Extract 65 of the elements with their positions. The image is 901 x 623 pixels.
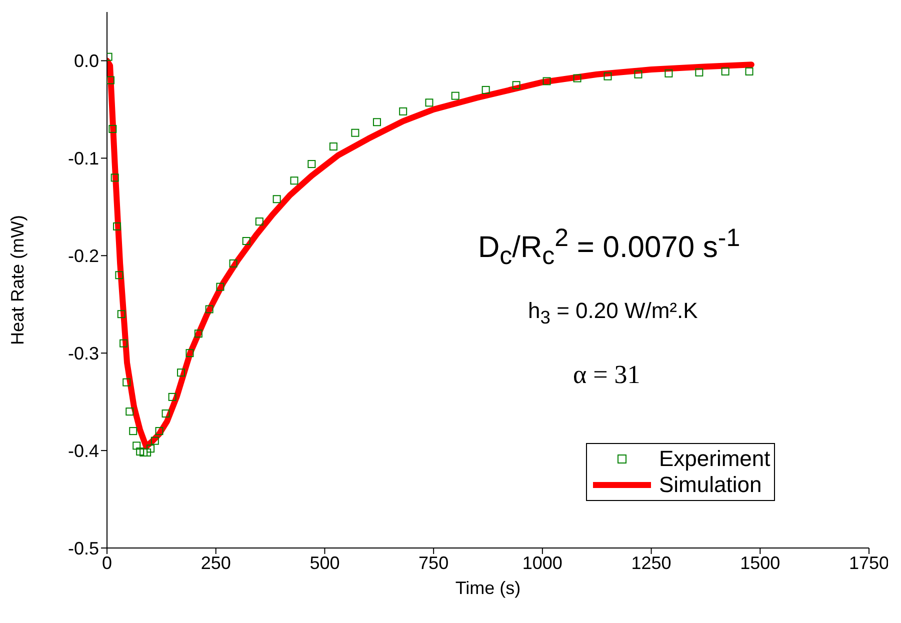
- point: [155, 427, 164, 436]
- point: [205, 305, 214, 314]
- legend-label: Experiment: [659, 446, 770, 472]
- annotation: D$_{c}$/R$_{c}$$^{2}$ = 0.0070 s$^{-1}$: [478, 224, 740, 271]
- point: [512, 81, 520, 90]
- point: [482, 86, 490, 94]
- x-tick-label: 1250: [631, 552, 672, 573]
- point: [113, 222, 122, 230]
- y-tick-label: -0.4: [68, 440, 99, 461]
- point: [242, 237, 250, 246]
- point: [122, 378, 131, 386]
- x-tick-label: 250: [200, 552, 231, 573]
- point: [351, 128, 360, 137]
- x-tick-label: 750: [418, 552, 449, 573]
- point: [129, 427, 138, 436]
- legend-label: Simulation: [659, 472, 762, 498]
- annotation: h$_{3}$ = 0.20 W/m².K: [528, 298, 698, 328]
- y-tick-label: -0.2: [68, 246, 99, 266]
- point: [634, 70, 642, 78]
- point: [168, 392, 176, 401]
- point: [177, 368, 186, 377]
- point: [194, 330, 202, 338]
- point: [110, 174, 119, 182]
- point: [745, 67, 754, 76]
- point: [132, 442, 141, 450]
- x-tick-label: 1500: [740, 552, 780, 573]
- annotation: α = 31: [573, 360, 640, 390]
- point: [308, 160, 316, 168]
- point: [695, 68, 704, 76]
- point: [451, 92, 460, 100]
- x-tick-label: 1000: [522, 552, 562, 573]
- point: [108, 124, 117, 133]
- point: [186, 349, 194, 358]
- point: [120, 339, 128, 348]
- point: [162, 410, 170, 418]
- point: [126, 408, 134, 416]
- point: [290, 176, 298, 185]
- point: [721, 67, 730, 76]
- point: [573, 74, 582, 82]
- point: [604, 72, 612, 80]
- y-axis-title: Heat Rate (mW): [7, 214, 28, 346]
- y-tick-label: 0.0: [74, 51, 99, 72]
- x-axis-title: Time (s): [455, 578, 521, 598]
- x-tick-label: 500: [310, 552, 340, 573]
- point: [115, 271, 124, 280]
- point: [229, 259, 238, 268]
- point: [272, 195, 281, 204]
- point: [664, 69, 673, 78]
- y-tick-label: -0.5: [68, 538, 99, 558]
- point: [117, 310, 126, 318]
- point: [150, 436, 159, 445]
- point: [425, 98, 434, 107]
- y-tick-label: -0.3: [68, 343, 99, 364]
- point: [542, 77, 551, 86]
- y-tick-label: -0.1: [68, 148, 99, 169]
- point: [136, 448, 144, 456]
- x-tick-label: 1750: [848, 552, 890, 573]
- point: [107, 76, 114, 84]
- point: [399, 107, 408, 116]
- x-tick-label: 0: [102, 552, 112, 573]
- point: [216, 282, 224, 291]
- point: [372, 118, 381, 126]
- point: [329, 142, 338, 150]
- point: [146, 444, 155, 453]
- point: [255, 218, 264, 226]
